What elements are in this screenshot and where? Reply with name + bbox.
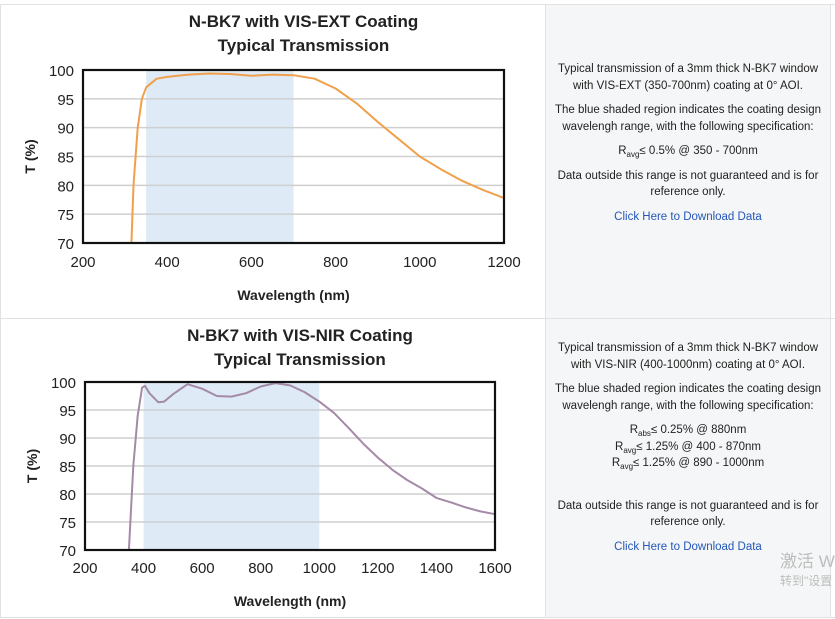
transmission-chart-vis-ext: N-BK7 with VIS-EXT Coating Typical Transm…: [22, 12, 521, 303]
spec-symbol: R: [615, 440, 624, 453]
spec-line: Ravg≤ 1.25% @ 890 - 1000nm: [546, 455, 830, 472]
spec-value: ≤ 0.5% @ 350 - 700nm: [639, 145, 758, 157]
chart-cell: N-BK7 with VIS-EXT Coating Typical Transm…: [0, 5, 546, 319]
spec-list: Ravg≤ 0.5% @ 350 - 700nm: [546, 143, 830, 160]
x-tick-label: 400: [155, 254, 180, 271]
y-axis-label: T (%): [22, 139, 38, 173]
y-tick-label: 90: [57, 121, 74, 138]
y-tick-label: 70: [57, 236, 74, 253]
y-tick-label: 95: [57, 92, 74, 109]
y-tick-label: 80: [59, 487, 76, 504]
x-tick-label: 200: [70, 254, 95, 271]
plot-frame: [81, 68, 506, 245]
disclaimer-text: Data outside this range is not guarantee…: [557, 499, 819, 529]
y-tick-label: 90: [59, 431, 76, 448]
description-cell: Typical transmission of a 3mm thick N-BK…: [545, 319, 831, 617]
chart-subtitle: Typical Transmission: [214, 350, 386, 369]
description-text: Typical transmission of a 3mm thick N-BK…: [557, 63, 819, 92]
activation-watermark-line1: 激活 W: [780, 552, 835, 571]
spec-value: ≤ 0.25% @ 880nm: [650, 424, 747, 436]
spec-line: Ravg≤ 0.5% @ 350 - 700nm: [546, 143, 830, 160]
description-text: Typical transmission of a 3mm thick N-BK…: [557, 342, 819, 371]
download-data-link[interactable]: Click Here to Download Data: [614, 210, 762, 223]
transmission-curve: [130, 72, 505, 244]
x-tick-label: 200: [72, 560, 97, 577]
y-tick-label: 75: [57, 207, 74, 224]
y-tick-label: 100: [49, 63, 74, 80]
spec-subscript: avg: [626, 150, 640, 159]
product-row-vis-nir: N-BK7 with VIS-NIR Coating Typical Transm…: [0, 318, 835, 618]
y-axis-label: T (%): [24, 449, 40, 483]
spec-subscript: abs: [638, 429, 651, 438]
spec-symbol: R: [618, 145, 627, 157]
y-tick-label: 85: [59, 459, 76, 476]
disclaimer-text: Data outside this range is not guarantee…: [557, 169, 819, 199]
x-tick-label: 800: [323, 254, 348, 271]
x-tick-label: 600: [190, 560, 215, 577]
spec-subscript: avg: [620, 462, 634, 471]
x-tick-label: 1200: [361, 560, 394, 577]
transmission-curve: [127, 382, 496, 551]
x-axis-label: Wavelength (nm): [237, 287, 349, 303]
x-tick-label: 1200: [487, 254, 520, 271]
spec-value: ≤ 1.25% @ 890 - 1000nm: [633, 457, 765, 469]
chart-cell: N-BK7 with VIS-NIR Coating Typical Transm…: [0, 319, 546, 617]
x-tick-label: 1600: [478, 560, 511, 577]
product-row-vis-ext: N-BK7 with VIS-EXT Coating Typical Transm…: [0, 4, 835, 319]
spec-subscript: avg: [623, 445, 637, 455]
spec-line: Ravg≤ 1.25% @ 400 - 870nm: [546, 439, 830, 456]
spec-line: Rabs≤ 0.25% @ 880nm: [546, 422, 830, 439]
x-tick-label: 1400: [420, 560, 453, 577]
spec-list: Rabs≤ 0.25% @ 880nm Ravg≤ 1.25% @ 400 - …: [546, 422, 830, 472]
chart-title: N-BK7 with VIS-NIR Coating: [187, 326, 413, 345]
download-data-link[interactable]: Click Here to Download Data: [614, 540, 762, 553]
spec-symbol: R: [629, 424, 639, 436]
x-tick-label: 1000: [403, 254, 436, 271]
y-tick-label: 100: [51, 375, 76, 392]
x-tick-label: 800: [248, 560, 273, 577]
spec-value: ≤ 1.25% @ 400 - 870nm: [636, 440, 761, 453]
y-tick-label: 95: [59, 403, 76, 420]
spec-symbol: R: [611, 457, 621, 469]
x-axis-label: Wavelength (nm): [234, 593, 346, 609]
x-tick-label: 400: [131, 560, 156, 577]
transmission-chart-vis-nir: N-BK7 with VIS-NIR Coating Typical Transm…: [24, 326, 512, 609]
y-tick-label: 80: [57, 178, 74, 195]
shade-note: The blue shaded region indicates the coa…: [555, 104, 821, 133]
activation-watermark-line2: 转到"设置: [780, 574, 833, 588]
x-tick-label: 600: [239, 254, 264, 271]
chart-subtitle: Typical Transmission: [218, 36, 390, 55]
y-tick-label: 75: [59, 515, 76, 532]
y-tick-label: 85: [57, 150, 74, 167]
shade-note: The blue shaded region indicates the coa…: [555, 383, 821, 412]
description-cell: Typical transmission of a 3mm thick N-BK…: [545, 5, 831, 319]
chart-title: N-BK7 with VIS-EXT Coating: [189, 12, 419, 31]
plot-frame: [83, 380, 497, 552]
x-tick-label: 1000: [303, 560, 336, 577]
y-tick-label: 70: [59, 543, 76, 560]
